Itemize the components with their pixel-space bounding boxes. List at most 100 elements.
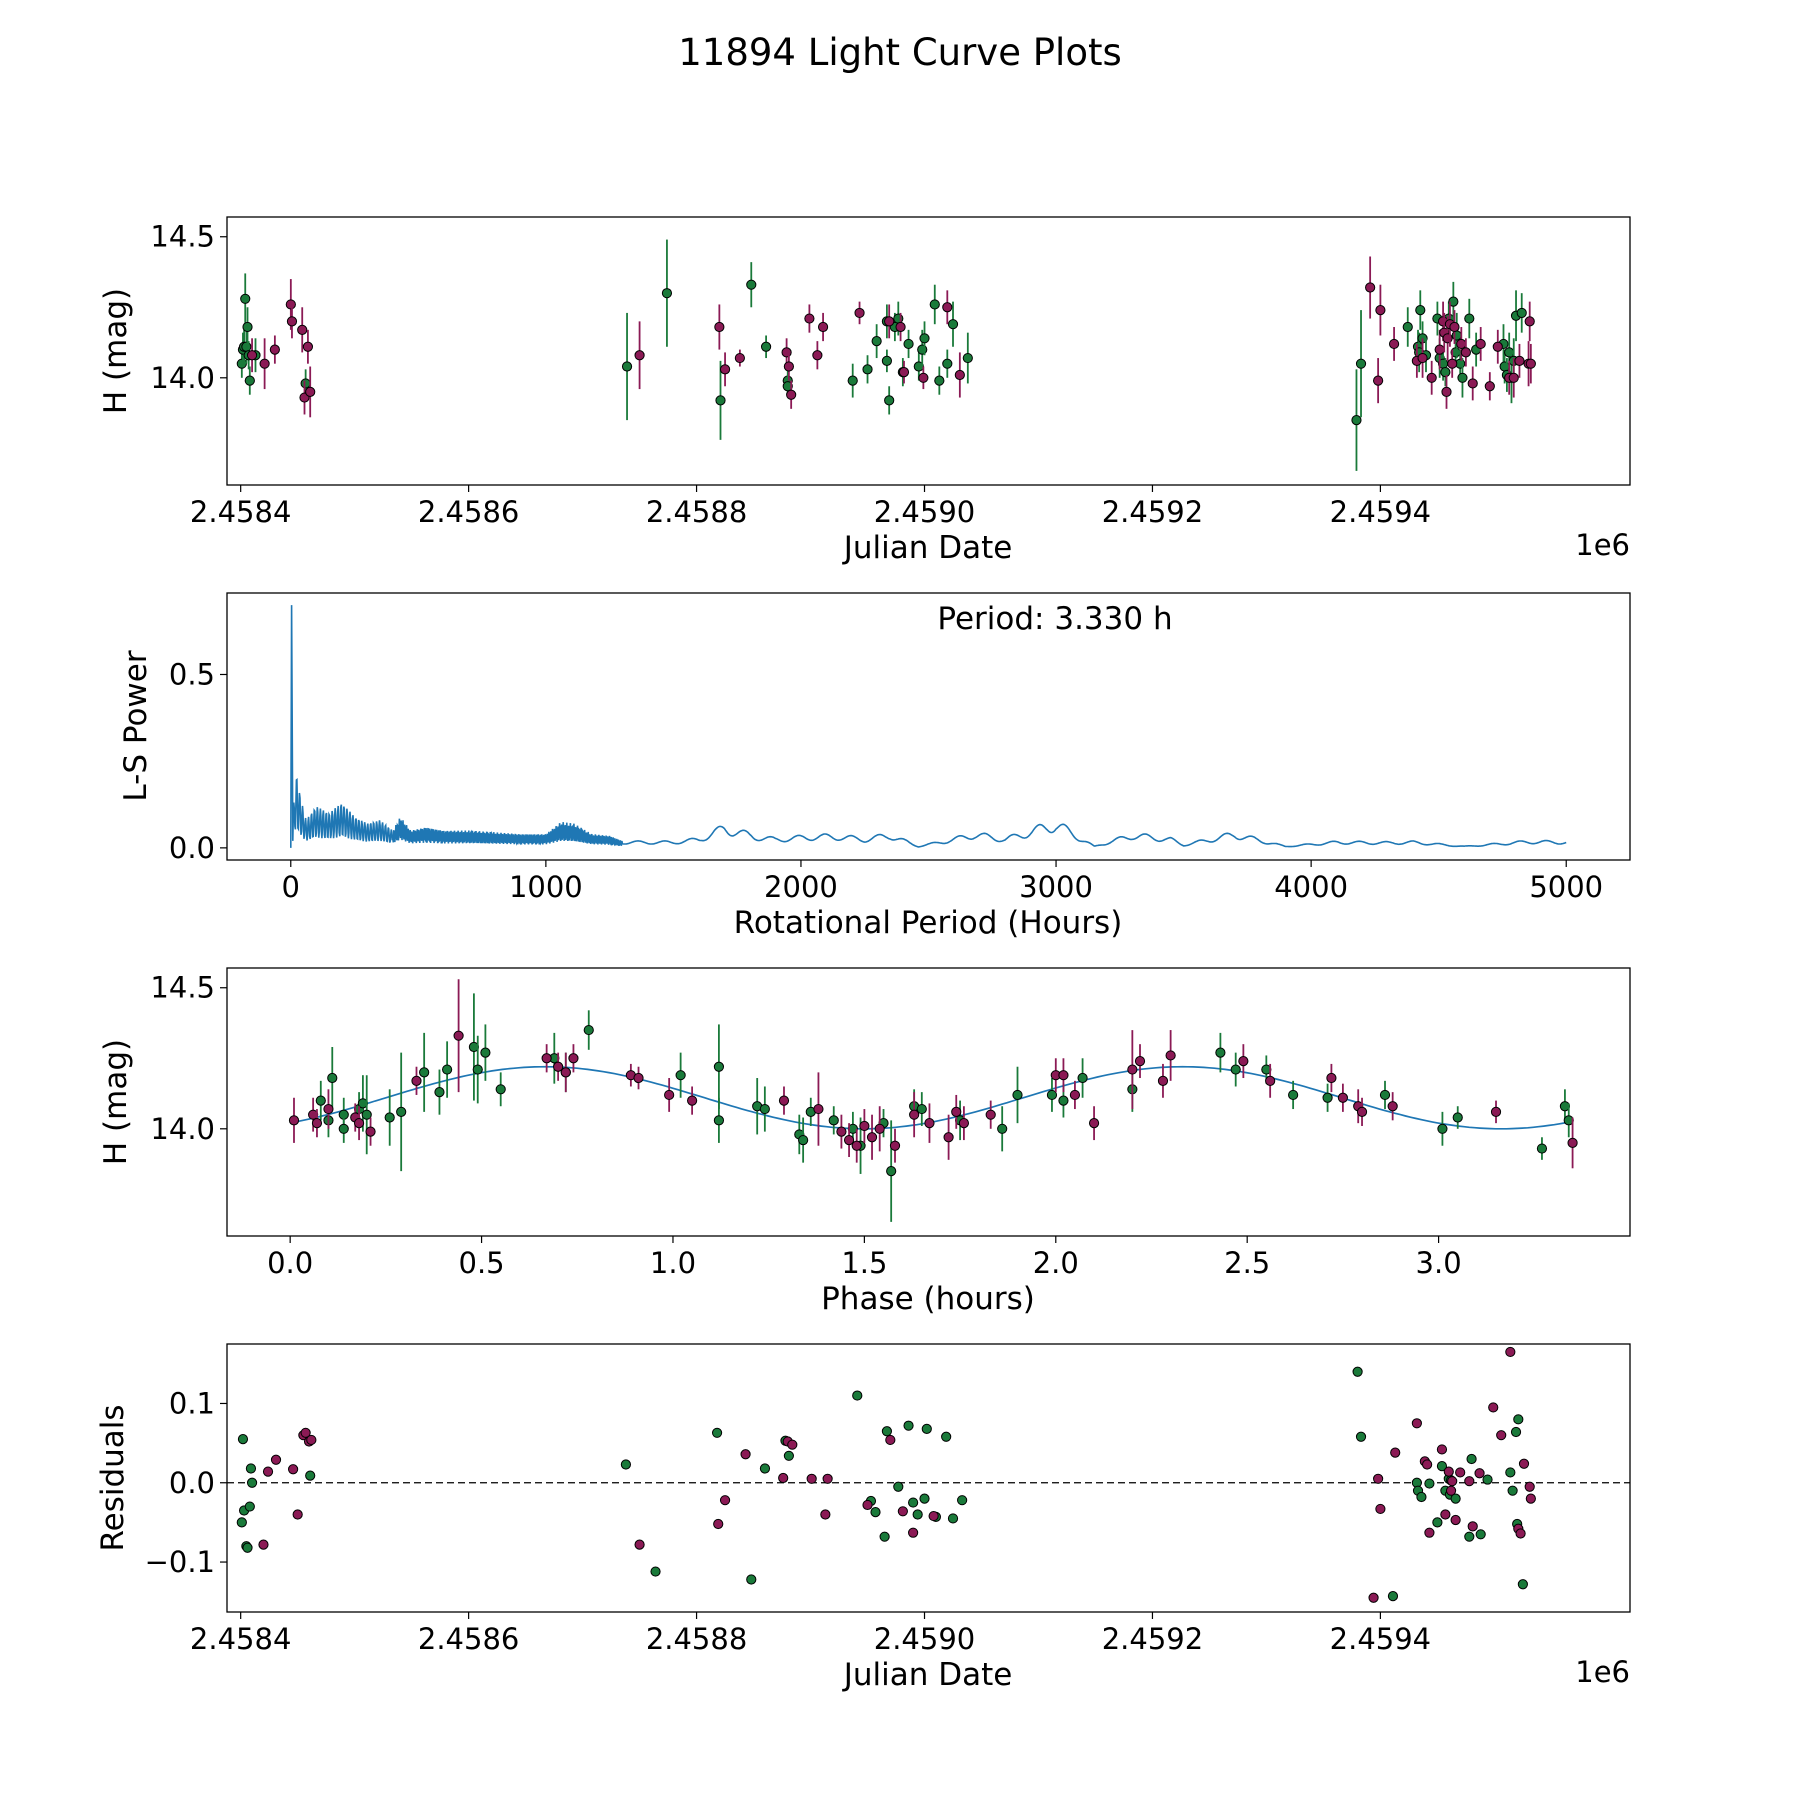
lightcurve-point-magenta	[1388, 338, 1400, 350]
phased-point-magenta	[353, 1118, 365, 1129]
lightcurve-point-magenta	[1514, 355, 1525, 366]
residuals-point-magenta	[1368, 1592, 1379, 1603]
residuals-point-green	[1355, 1431, 1367, 1442]
residuals-point-magenta	[1411, 1418, 1422, 1429]
residuals-ytick-label: 0.1	[169, 1386, 215, 1420]
phased-point-green	[1230, 1064, 1241, 1075]
residuals-point-magenta	[778, 1472, 789, 1484]
lightcurve-point-magenta	[786, 389, 797, 400]
residuals-point-magenta	[1505, 1346, 1516, 1358]
lightcurve-point-magenta	[942, 302, 953, 313]
residuals-point-green	[620, 1459, 632, 1470]
residuals-point-magenta	[1464, 1476, 1475, 1487]
residuals-point-green	[242, 1542, 253, 1553]
lightcurve-point-magenta	[1524, 316, 1535, 327]
phased-point-magenta	[1490, 1106, 1502, 1117]
residuals-point-magenta	[1436, 1444, 1448, 1455]
phased-xlabel: Phase (hours)	[821, 1281, 1035, 1317]
phased-point-magenta	[664, 1089, 675, 1101]
lightcurve-point-green	[929, 299, 940, 310]
phased-point-magenta	[1069, 1089, 1081, 1101]
lightcurve-point-magenta	[1508, 372, 1519, 383]
residuals-point-green	[246, 1477, 258, 1488]
phased-point-magenta	[1337, 1092, 1348, 1103]
residuals-point-green	[1352, 1366, 1363, 1377]
lightcurve-point-magenta	[854, 307, 865, 319]
lightcurve-point-magenta	[1442, 333, 1453, 344]
phased-xtick-label: 3.0	[1416, 1246, 1462, 1280]
phased-ytick-label: 14.5	[150, 971, 215, 1005]
lightcurve-point-magenta	[246, 350, 258, 361]
residuals-point-green	[1436, 1461, 1448, 1472]
lightcurve-point-magenta	[259, 358, 270, 369]
residuals-plot-layer	[227, 1346, 1630, 1603]
lightcurve-point-magenta	[714, 321, 725, 333]
residuals-xtick-label: 2.4592	[1102, 1622, 1203, 1656]
residuals-point-magenta	[1390, 1447, 1401, 1458]
residuals-point-green	[941, 1431, 952, 1442]
residuals-point-magenta	[822, 1473, 833, 1484]
phased-point-green	[419, 1067, 430, 1078]
phased-point-magenta	[874, 1123, 885, 1134]
phased-point-magenta	[1157, 1075, 1169, 1086]
lightcurve-point-green	[1464, 313, 1475, 324]
lightcurve-point-green	[1402, 321, 1413, 333]
periodogram-plot-layer	[290, 605, 1567, 848]
phased-xtick-label: 2.5	[1224, 1246, 1270, 1280]
lightcurve-point-magenta	[297, 324, 308, 335]
phased-point-green	[1379, 1089, 1391, 1101]
phased-point-green	[315, 1095, 326, 1106]
phased-point-magenta	[1326, 1072, 1337, 1084]
residuals-ytick-label: 0.0	[169, 1466, 215, 1500]
lightcurve-point-magenta	[286, 316, 298, 327]
phased-point-green	[713, 1061, 725, 1072]
residuals-point-green	[1387, 1591, 1399, 1602]
lightcurve-xtick-label: 2.4584	[190, 495, 291, 529]
phased-point-magenta	[453, 1030, 464, 1041]
phased-point-green	[1046, 1089, 1058, 1101]
lightcurve-point-green	[300, 378, 311, 389]
residuals-axes: 2.4584 2.4586 2.4588 2.4590 2.4592 2.4594 −0.1…	[95, 1343, 1631, 1693]
phased-point-magenta	[1134, 1055, 1146, 1067]
residuals-point-green	[1466, 1453, 1477, 1465]
residuals-point-green	[236, 1517, 247, 1528]
phased-point-green	[759, 1103, 770, 1115]
lightcurve-point-green	[1355, 358, 1367, 369]
lightcurve-point-green	[884, 395, 895, 406]
lightcurve-point-green	[240, 293, 251, 304]
phased-point-magenta	[1356, 1106, 1368, 1117]
lightcurve-point-magenta	[269, 344, 280, 355]
lightcurve-point-green	[962, 352, 973, 364]
lightcurve-point-green	[1499, 361, 1510, 372]
phased-ylabel: H (mag)	[98, 1039, 134, 1165]
periodogram-ticks: 0 1000 2000 3000 4000 5000 0.0 0.5	[169, 657, 1603, 904]
phased-point-green	[675, 1070, 686, 1081]
residuals-point-green	[870, 1506, 881, 1518]
residuals-point-green	[759, 1463, 771, 1474]
phased-point-green	[1012, 1089, 1023, 1101]
residuals-point-magenta	[820, 1509, 831, 1520]
phased-point-magenta	[836, 1126, 847, 1137]
lightcurve-point-magenta	[1492, 341, 1503, 352]
residuals-point-green	[245, 1463, 257, 1474]
lightcurve-point-green	[241, 341, 252, 352]
residuals-point-magenta	[1440, 1509, 1451, 1520]
lightcurve-ytick-label: 14.5	[150, 220, 215, 254]
residuals-xlabel: Julian Date	[842, 1657, 1013, 1693]
phased-point-green	[434, 1087, 445, 1098]
phased-point-green	[1322, 1092, 1333, 1103]
residuals-point-magenta	[1515, 1528, 1526, 1539]
lightcurve-point-magenta	[1441, 386, 1452, 398]
lightcurve-point-magenta	[1434, 344, 1445, 355]
lightcurve-ylabel: H (mag)	[98, 288, 134, 414]
lightcurve-offset-text: 1e6	[1575, 528, 1630, 562]
lightcurve-point-magenta	[1456, 338, 1467, 350]
lightcurve-point-green	[661, 288, 673, 299]
residuals-point-magenta	[1474, 1468, 1485, 1479]
residuals-ticks: 2.4584 2.4586 2.4588 2.4590 2.4592 2.4594 −0.1…	[145, 1386, 1432, 1656]
lightcurve-point-green	[881, 355, 893, 366]
lightcurve-point-magenta	[1447, 358, 1458, 369]
residuals-point-magenta	[1488, 1402, 1499, 1413]
residuals-ylabel: Residuals	[95, 1404, 131, 1551]
residuals-point-green	[650, 1566, 661, 1577]
